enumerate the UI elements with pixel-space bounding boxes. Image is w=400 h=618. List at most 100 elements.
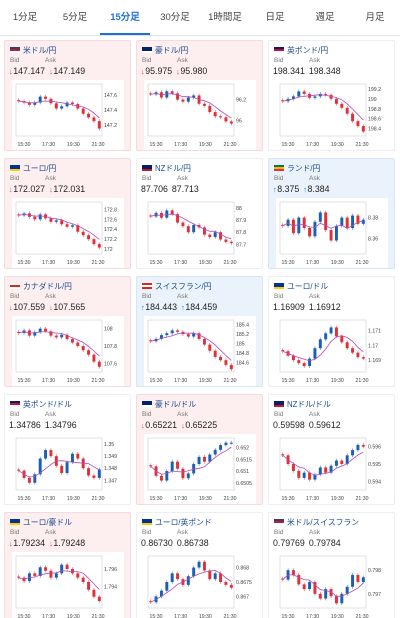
pair-name[interactable]: ユーロ/円 <box>23 163 57 173</box>
tab-3[interactable]: 30分足 <box>160 12 190 23</box>
rate-card[interactable]: ユーロ/ドル Bid Ask 1.16909 1.16912 1.171 1.17 1.169… <box>268 276 395 387</box>
y-tick-label: 172.4 <box>104 227 117 233</box>
mini-chart[interactable]: 185.4 185.2 185 184.8 184.6 15:30 17:30 19:30 21… <box>144 316 256 386</box>
card-header: 米ドル/スイスフラン <box>274 516 390 528</box>
bid-price: 0.59598 <box>273 420 305 430</box>
candle-body <box>27 102 31 105</box>
card-header: 豪ドル/円 <box>142 44 258 56</box>
candle-body <box>54 335 58 338</box>
candle-body <box>159 590 163 597</box>
mini-chart[interactable]: 199.2 199 198.8 198.6 198.4 15:30 17:30 19:30 21… <box>276 80 388 150</box>
rate-card[interactable]: ユーロ/円 Bid Ask ↓ 172.027 ↓ 172.031 172.8 172.6 172… <box>4 158 131 269</box>
mini-chart[interactable]: 0.798 0.797 15:30 17:30 19:30 21:30 <box>276 552 388 618</box>
tab-6[interactable]: 週足 <box>315 12 335 23</box>
tab-5[interactable]: 日足 <box>265 12 285 23</box>
candle-body <box>202 103 206 106</box>
tab-2[interactable]: 15分足 <box>100 0 150 35</box>
mini-chart[interactable]: 8.38 8.36 15:30 17:30 19:30 21:30 <box>276 198 388 268</box>
candle-body <box>224 239 228 242</box>
candle-body <box>324 467 328 473</box>
ask-value: 95.980 <box>180 66 208 76</box>
candle-body <box>33 332 37 336</box>
pair-name[interactable]: カナダドル/円 <box>23 281 72 291</box>
tab-1[interactable]: 5分足 <box>62 12 88 23</box>
x-tick-label: 19:30 <box>67 378 80 384</box>
mini-chart[interactable]: 172.8 172.6 172.4 172.2 172 15:30 17:30 19:30 21… <box>12 198 124 268</box>
pair-name[interactable]: NZドル/ドル <box>287 399 331 409</box>
chart-svg: 0.798 0.797 15:30 17:30 19:30 21:30 <box>279 555 381 618</box>
rate-card[interactable]: カナダドル/円 Bid Ask ↓ 107.559 ↓ 107.565 108 107.8 107… <box>4 276 131 387</box>
y-tick-label: 147.4 <box>104 108 117 114</box>
flag-icon <box>142 164 152 172</box>
rate-card[interactable]: スイスフラン/円 Bid Ask ↑ 184.443 ↑ 184.459 185.4 185.2… <box>136 276 263 387</box>
pair-name[interactable]: 英ポンド/ドル <box>23 399 72 409</box>
tab-0[interactable]: 1分足 <box>12 12 38 23</box>
candle-body <box>65 462 69 474</box>
bid-price: 0.86730 <box>141 538 173 548</box>
candle-body <box>340 336 344 343</box>
candle-body <box>356 121 360 127</box>
mini-chart[interactable]: 0.652 0.6515 0.651 0.6505 15:30 17:30 19:30 21:… <box>144 434 256 504</box>
pair-name[interactable]: スイスフラン/円 <box>155 281 212 291</box>
candle-body <box>213 449 217 455</box>
candle-body <box>92 354 96 362</box>
candle-body <box>297 217 301 234</box>
rate-card[interactable]: 米ドル/円 Bid Ask ↓ 147.147 ↓ 147.149 147.6 147.4 147… <box>4 40 131 151</box>
mini-chart[interactable]: 1.35 1.349 1.348 1.347 15:30 17:30 19:30 21:30 <box>12 434 124 504</box>
candle-body <box>176 573 180 580</box>
y-tick-label: 185.2 <box>236 332 249 338</box>
y-tick-label: 185.4 <box>236 323 249 329</box>
pair-name[interactable]: ランド/円 <box>287 163 321 173</box>
mini-chart[interactable]: 0.868 0.8675 0.867 15:30 17:30 19:30 21:30 <box>144 552 256 618</box>
rate-card[interactable]: 米ドル/スイスフラン Bid Ask 0.79769 0.79784 0.798 0.797… <box>268 512 395 618</box>
candle-body <box>213 112 217 117</box>
pair-name[interactable]: 米ドル/スイスフラン <box>287 517 360 527</box>
pair-name[interactable]: ユーロ/豪ドル <box>23 517 72 527</box>
rate-card[interactable]: NZドル/ドル Bid Ask 0.59598 0.59612 0.596 0.595 0.5… <box>268 394 395 505</box>
pair-name[interactable]: NZドル/円 <box>155 163 191 173</box>
candle-body <box>65 334 69 340</box>
x-tick-label: 17:30 <box>42 496 55 502</box>
candle-body <box>192 567 196 577</box>
mini-chart[interactable]: 88 87.9 87.8 87.7 15:30 17:30 19:30 21:30 <box>144 198 256 268</box>
pair-name[interactable]: ユーロ/英ポンド <box>155 517 212 527</box>
candle-body <box>97 596 101 602</box>
tab-7[interactable]: 月足 <box>365 12 385 23</box>
rate-card[interactable]: ユーロ/英ポンド Bid Ask 0.86730 0.86738 0.868 0.8675 0… <box>136 512 263 618</box>
mini-chart[interactable]: 147.6 147.4 147.2 15:30 17:30 19:30 21:30 <box>12 80 124 150</box>
plot-frame <box>147 437 235 491</box>
pair-name[interactable]: 米ドル/円 <box>23 45 57 55</box>
rate-card[interactable]: 豪ドル/ドル Bid Ask ↓ 0.65221 ↓ 0.65225 0.652 0.6515 0… <box>136 394 263 505</box>
mini-chart[interactable]: 108 107.8 107.6 15:30 17:30 19:30 21:30 <box>12 316 124 386</box>
rate-card[interactable]: 豪ドル/円 Bid Ask ↓ 95.975 ↓ 95.980 96.2 96 15:30 17:3… <box>136 40 263 151</box>
mini-chart[interactable]: 96.2 96 15:30 17:30 19:30 21:30 <box>144 80 256 150</box>
pair-name[interactable]: 英ポンド/円 <box>287 45 329 55</box>
pair-name[interactable]: 豪ドル/円 <box>155 45 189 55</box>
mini-chart[interactable]: 1.796 1.794 15:30 17:30 19:30 21:30 <box>12 552 124 618</box>
candle-body <box>76 453 80 459</box>
bid-label: Bid <box>10 293 20 300</box>
up-arrow-icon: ↑ <box>273 184 277 194</box>
bid-label: Bid <box>142 529 152 536</box>
candle-body <box>361 444 365 447</box>
bid-value: 198.341 <box>273 66 305 76</box>
candle-body <box>219 356 223 361</box>
pair-name[interactable]: ユーロ/ドル <box>287 281 329 291</box>
rate-card[interactable]: ランド/円 Bid Ask ↑ 8.375 ↑ 8.384 8.38 8.36 15:30 17:3… <box>268 158 395 269</box>
y-tick-label: 87.7 <box>236 242 246 248</box>
y-tick-label: 8.38 <box>368 216 378 222</box>
x-tick-label: 21:30 <box>356 496 369 502</box>
mini-chart[interactable]: 1.171 1.17 1.169 15:30 17:30 19:30 21:30 <box>276 316 388 386</box>
ask-price: ↓ 107.565 <box>49 302 85 312</box>
ask-value: 1.79248 <box>53 538 86 548</box>
rate-card[interactable]: 英ポンド/ドル Bid Ask 1.34786 1.34796 1.35 1.349 1.34… <box>4 394 131 505</box>
x-tick-label: 15:30 <box>18 378 31 384</box>
mini-chart[interactable]: 0.596 0.595 0.594 15:30 17:30 19:30 21:30 <box>276 434 388 504</box>
pair-name[interactable]: 豪ドル/ドル <box>155 399 197 409</box>
moving-average-line <box>18 570 100 590</box>
plot-frame <box>147 83 235 137</box>
tab-4[interactable]: 1時間足 <box>208 12 242 23</box>
rate-card[interactable]: ユーロ/豪ドル Bid Ask ↓ 1.79234 ↓ 1.79248 1.796 1.794 1… <box>4 512 131 618</box>
rate-card[interactable]: NZドル/円 Bid Ask 87.706 87.713 88 87.9 87.8 87.7 15… <box>136 158 263 269</box>
rate-card[interactable]: 英ポンド/円 Bid Ask 198.341 198.348 199.2 199 198.8 1… <box>268 40 395 151</box>
